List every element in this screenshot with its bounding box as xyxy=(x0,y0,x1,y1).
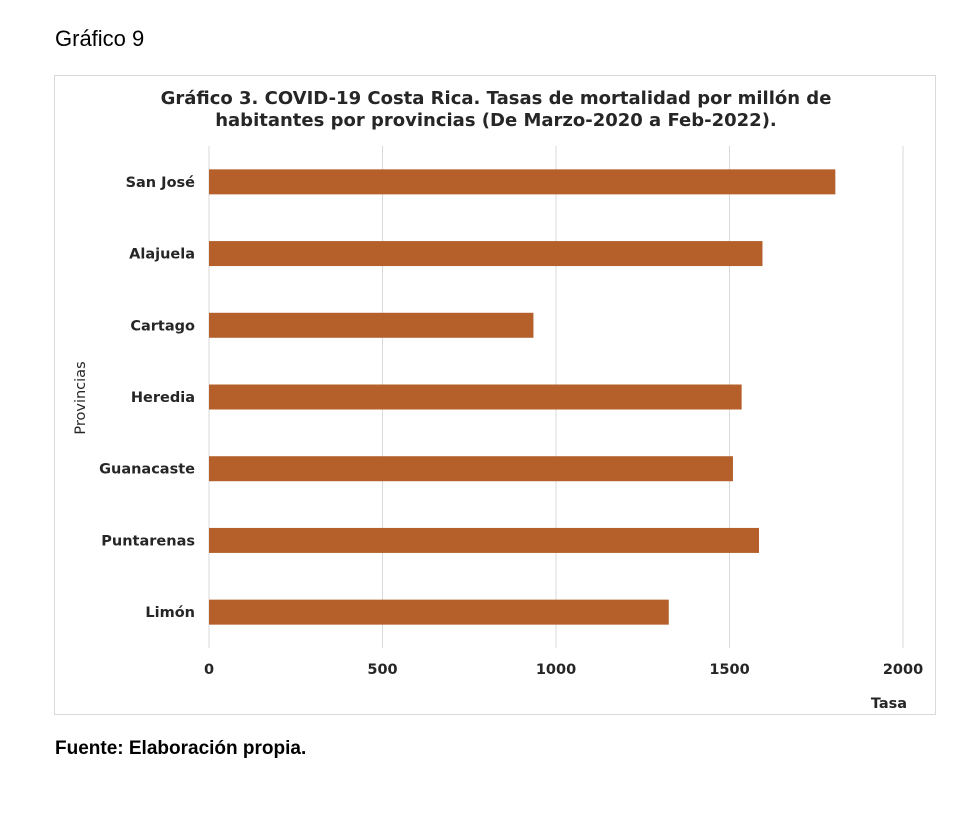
x-tick-label: 2000 xyxy=(883,662,923,678)
bar xyxy=(209,241,763,267)
source-note: Fuente: Elaboración propia. xyxy=(55,738,307,759)
category-label: Puntarenas xyxy=(101,533,195,549)
x-tick-labels: 0 500 1000 1500 2000 xyxy=(204,662,923,678)
chart-title-line-1: Gráfico 3. COVID-19 Costa Rica. Tasas de… xyxy=(161,88,832,109)
x-tick-label: 500 xyxy=(367,662,397,678)
bar xyxy=(209,312,534,338)
category-label: San José xyxy=(126,175,196,191)
page-heading: Gráfico 9 xyxy=(55,26,145,51)
x-tick-label: 0 xyxy=(204,662,214,678)
category-label: Heredia xyxy=(131,390,195,406)
chart-title-line-2: habitantes por provincias (De Marzo-2020… xyxy=(215,110,777,131)
x-tick-label: 1000 xyxy=(536,662,576,678)
chart-frame: San José Alajuela Cartago Heredia Guanacaste… xyxy=(54,75,936,715)
category-label: Alajuela xyxy=(129,247,195,263)
y-axis-title: Provincias xyxy=(73,361,89,434)
bar xyxy=(209,599,669,625)
bar xyxy=(209,169,836,195)
bars xyxy=(209,169,836,625)
x-tick-label: 1500 xyxy=(709,662,749,678)
bar-chart: San José Alajuela Cartago Heredia Guanacaste… xyxy=(73,88,923,712)
category-label: Limón xyxy=(145,605,195,621)
x-axis-title: Tasa xyxy=(871,696,907,712)
bar xyxy=(209,527,759,553)
category-labels: San José Alajuela Cartago Heredia Guanacaste… xyxy=(99,175,195,621)
category-label: Cartago xyxy=(130,318,195,334)
bar xyxy=(209,384,742,410)
bar xyxy=(209,456,733,482)
category-label: Guanacaste xyxy=(99,462,195,478)
